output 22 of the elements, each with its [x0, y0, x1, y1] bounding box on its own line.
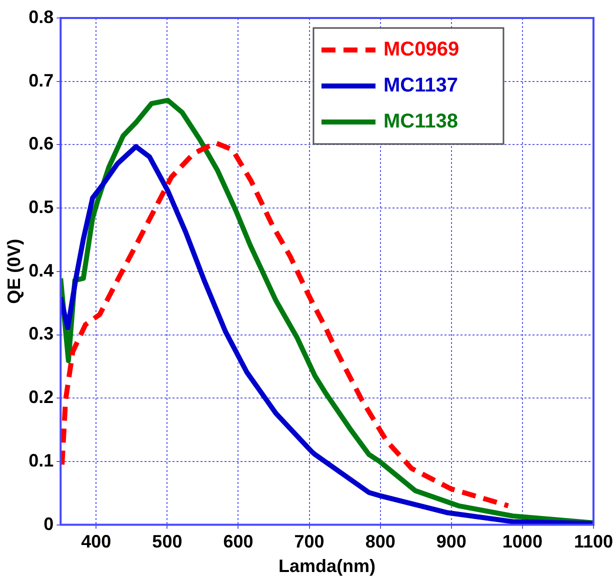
y-tick-label: 0.5: [28, 197, 54, 218]
x-tick-label: 500: [152, 532, 182, 552]
legend-label: MC1138: [383, 110, 458, 133]
x-tick-label: 600: [223, 532, 254, 552]
x-axis-title: Lamda(nm): [278, 556, 376, 576]
y-tick-label: 0.6: [28, 134, 54, 154]
legend-label: MC1137: [383, 74, 458, 97]
y-axis-title: QE (0V): [4, 238, 24, 304]
x-tick-label: 1000: [502, 532, 542, 552]
y-tick-label: 0.4: [28, 260, 54, 280]
legend-label: MC0969: [383, 38, 460, 61]
y-tick-label: 0.1: [28, 450, 54, 470]
y-tick-label: 0.8: [28, 6, 54, 27]
y-tick-label: 0: [44, 514, 54, 534]
x-tick-label: 1100: [574, 532, 614, 552]
y-tick-label: 0.2: [28, 387, 54, 408]
x-tick-label: 400: [81, 532, 112, 552]
x-tick-label: 800: [365, 532, 396, 552]
y-tick-label: 0.3: [28, 324, 54, 344]
x-tick-label: 700: [294, 532, 324, 552]
x-tick-label: 900: [436, 532, 466, 552]
y-tick-label: 0.7: [28, 70, 54, 90]
